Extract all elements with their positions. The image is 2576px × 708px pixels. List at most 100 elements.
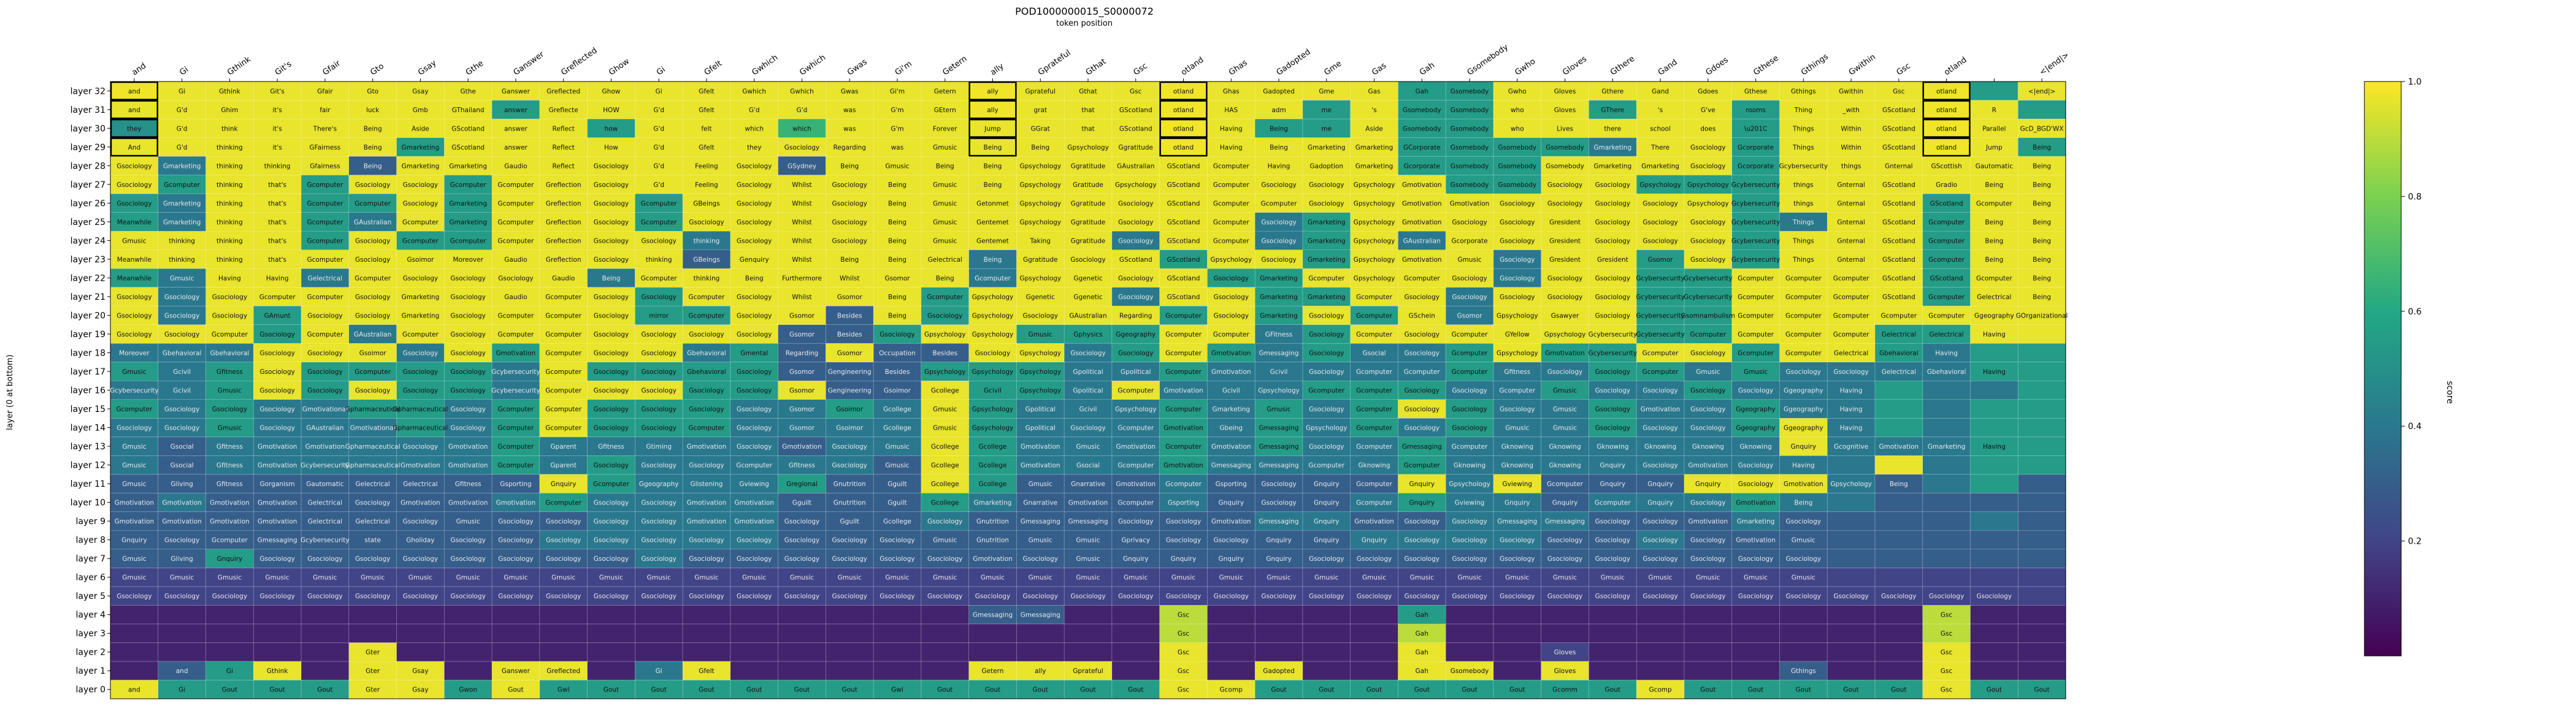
cell-token-label: who — [1511, 125, 1524, 132]
heatmap-cell — [1874, 661, 1923, 680]
cell-token-label: rooms — [1746, 107, 1766, 114]
cell-token-label: Gnquiry — [1314, 481, 1340, 488]
heatmap-cell — [1827, 268, 1876, 288]
cell-token-label: Gpsychology — [972, 406, 1014, 413]
heatmap-cell — [396, 249, 445, 269]
chart-title: POD1000000015_S0000072 — [1015, 6, 1154, 18]
column-label: <|end|> — [2038, 50, 2071, 77]
cell-token-label: Gsociology — [1547, 537, 1582, 544]
heatmap-cell — [1827, 568, 1876, 587]
heatmap-cell — [1302, 119, 1351, 139]
cell-token-label: Gsociology — [880, 555, 914, 563]
cell-token-label: GScotland — [1119, 107, 1152, 114]
colorbar-tick-label: 1.0 — [2408, 77, 2421, 87]
heatmap-cell — [1970, 119, 2018, 139]
cell-token-label: GScotland — [1930, 200, 1963, 207]
heatmap-cell — [1446, 194, 1494, 213]
heatmap-cell — [1016, 306, 1065, 325]
cell-token-label: Gmusic — [981, 574, 1005, 582]
cell-token-label: 's — [1658, 107, 1663, 114]
heatmap-cell — [492, 175, 540, 194]
cell-token-label: Gmotivation — [1402, 219, 1442, 226]
heatmap-cell — [1111, 175, 1160, 194]
heatmap-cell — [1398, 137, 1446, 157]
heatmap-cell — [1827, 212, 1876, 232]
cell-token-label: Gpsychology — [1354, 181, 1395, 189]
cell-token-label: Gcomputer — [1928, 219, 1965, 226]
heatmap-cell — [1398, 212, 1446, 232]
heatmap-cell — [1255, 231, 1303, 251]
heatmap-cell — [205, 249, 254, 269]
cell-token-label: thinking — [217, 237, 243, 245]
cell-token-label: Things — [1792, 219, 1814, 226]
cell-token-label: Gsociology — [450, 406, 485, 413]
heatmap-cell — [1255, 175, 1303, 194]
heatmap-cell — [873, 306, 922, 325]
cell-token-label: Gmotivational — [302, 406, 348, 413]
cell-token-label: Gsociology — [594, 500, 629, 507]
heatmap-cell — [1922, 287, 1971, 306]
cell-token-label: Gmusic — [742, 574, 766, 582]
cell-token-label: Gautomatic — [306, 481, 343, 488]
cell-token-label: GOrganizational — [2016, 312, 2068, 319]
heatmap-cell — [1922, 212, 1971, 232]
cell-token-label: Gmusic — [933, 406, 957, 413]
heatmap-cell — [1207, 194, 1255, 213]
cell-token-label: Gknowing — [1549, 443, 1581, 451]
heatmap-cell — [873, 194, 922, 213]
heatmap-cell — [921, 194, 970, 213]
cell-token-label: Gcomputer — [498, 331, 534, 338]
cell-token-label: Gresident — [1549, 237, 1581, 245]
heatmap-cell — [1636, 82, 1685, 101]
cell-token-label: Gsociology — [784, 593, 819, 600]
heatmap-cell — [778, 194, 826, 213]
heatmap-cell — [826, 642, 874, 662]
cell-token-label: Being — [1985, 237, 2003, 245]
cell-token-label: Gnquiry — [1552, 500, 1578, 507]
heatmap-cell — [1064, 324, 1113, 344]
heatmap-cell — [1111, 231, 1160, 251]
column-label: Gthese — [1752, 53, 1780, 77]
heatmap-cell — [1731, 249, 1780, 269]
cell-token-label: Gcomputer — [1213, 237, 1249, 245]
heatmap-cell — [1636, 175, 1685, 194]
cell-token-label: Gcomputer — [1261, 200, 1297, 207]
heatmap-cell — [1874, 249, 1923, 269]
heatmap-cell — [1874, 194, 1923, 213]
heatmap-cell — [492, 212, 540, 232]
heatmap-cell — [1970, 568, 2018, 587]
cell-token-label: Gregional — [786, 481, 818, 488]
cell-token-label: Gsociology — [1452, 593, 1487, 600]
cell-token-label: GFitness — [1265, 331, 1293, 338]
heatmap-cell — [635, 268, 683, 288]
cell-token-label: it's — [272, 144, 282, 151]
cell-token-label: Gmotivation — [305, 443, 345, 451]
heatmap-cell — [1350, 194, 1398, 213]
cell-token-label: GScotland — [1167, 219, 1200, 226]
cell-token-label: GEtern — [934, 107, 956, 114]
cell-token-label: Gsociology — [403, 555, 438, 563]
cell-token-label: Gsociology — [1738, 481, 1773, 488]
cell-token-label: Gnquiry — [1314, 537, 1340, 544]
cell-token-label: Gcomputer — [307, 256, 343, 264]
cell-token-label: was — [891, 144, 904, 151]
cell-token-label: Gcomputer — [1213, 219, 1249, 226]
cell-token-label: Gcomputer — [1356, 406, 1392, 413]
cell-token-label: Gpsychology — [1497, 312, 1538, 319]
heatmap-cell — [110, 100, 159, 120]
cell-token-label: Gcomm — [1552, 687, 1577, 694]
cell-token-label: Gcomputer — [212, 537, 248, 544]
cell-token-label: Gsociology — [1690, 406, 1725, 413]
cell-token-label: Gsoimor — [836, 425, 864, 432]
cell-token-label: GAustralian — [354, 219, 391, 226]
heatmap-cell — [1541, 156, 1589, 176]
cell-token-label: Gcomputer — [1452, 349, 1488, 357]
cell-token-label: Gmental — [740, 349, 768, 357]
cell-token-label: Gsociology — [594, 200, 629, 207]
cell-token-label: Gpharmaceutical — [393, 425, 448, 432]
cell-token-label: Being — [888, 181, 907, 189]
cell-token-label: Gcomputer — [1452, 331, 1488, 338]
cell-token-label: which — [792, 125, 811, 132]
cell-token-label: Gpolitical — [1121, 368, 1151, 376]
heatmap-cell — [778, 212, 826, 232]
